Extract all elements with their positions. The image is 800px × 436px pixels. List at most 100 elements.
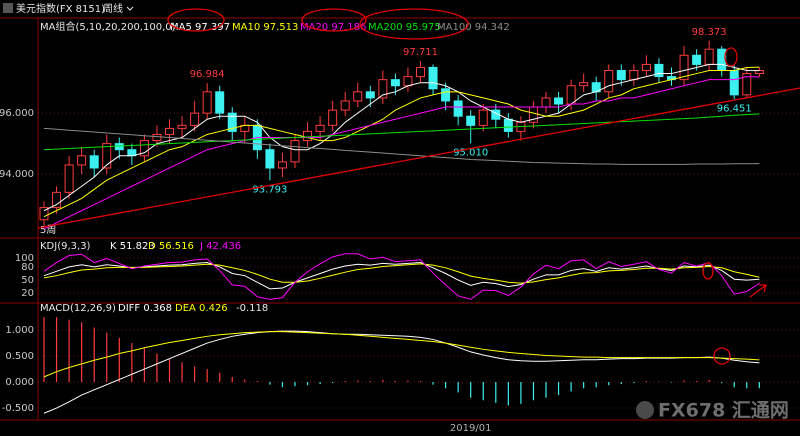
candle-body: [89, 155, 99, 169]
candle-body: [629, 70, 639, 81]
candle-body: [541, 97, 551, 108]
legend-entry: MA20 97.186: [300, 22, 366, 33]
candle-body: [290, 140, 300, 163]
watermark: FX678 汇通网: [658, 400, 789, 422]
candle-body: [604, 70, 614, 93]
y-tick-label: 100: [15, 253, 34, 264]
candle-body: [390, 79, 400, 87]
candle-body: [152, 133, 162, 142]
candle-body: [566, 85, 576, 105]
highlight-ellipse: [167, 8, 225, 32]
highlight-ellipse: [301, 8, 367, 32]
y-tick-label: -0.500: [2, 403, 34, 414]
y-tick-label: 0.500: [5, 351, 34, 362]
line-series: [43, 76, 760, 230]
high-label: 98.373: [692, 27, 727, 38]
indicator-title: KDJ(9,3,3): [40, 241, 91, 252]
candle-body: [478, 109, 488, 126]
y-tick-label: 1.000: [5, 325, 34, 336]
line-series: [43, 127, 760, 165]
legend-entry: MA10 97.513: [232, 22, 298, 33]
candle-body: [503, 118, 513, 132]
legend-entry: D 56.516: [148, 241, 194, 252]
candle-body: [64, 164, 74, 193]
candle-body: [654, 63, 664, 78]
y-tick-label: 94.000: [0, 169, 34, 180]
candle-body: [428, 66, 438, 90]
candle-body: [39, 207, 49, 221]
candle-body: [729, 70, 739, 96]
candle-body: [353, 91, 363, 102]
y-tick-label: 80: [21, 262, 34, 273]
candle-body: [265, 149, 275, 169]
legend-entry: MA200 95.975: [368, 22, 441, 33]
legend-entry: MA100 94.342: [437, 22, 510, 33]
annotations: [37, 8, 800, 365]
candle-body: [403, 76, 413, 87]
candle-body: [717, 48, 727, 72]
highlight-circle: [713, 347, 731, 365]
candle-body: [165, 127, 174, 135]
low-label: 95.010: [453, 147, 488, 158]
candle-body: [679, 54, 689, 81]
legend-entry: DEA 0.426: [175, 303, 228, 314]
candle-body: [579, 82, 589, 87]
line-series: [43, 253, 760, 300]
trend-line: [37, 87, 800, 229]
chart-title: 美元指数(FX 8151): [16, 2, 105, 15]
candle-body: [227, 112, 237, 132]
line-series: [43, 113, 760, 151]
candle-body: [441, 88, 451, 102]
candle-body: [616, 70, 626, 81]
plot-area: 96.000 94.000 MA组合(5,10,20,200,100,0) 96.98…: [0, 20, 800, 434]
indicator-title: MA组合(5,10,20,200,100,0): [40, 20, 176, 33]
candle-body: [692, 54, 702, 65]
legend-entry: -0.118: [236, 303, 268, 314]
y-tick-label: 0.000: [5, 377, 34, 388]
candle-body: [303, 130, 313, 142]
candle-body: [742, 73, 752, 96]
candle-body: [215, 91, 225, 114]
legend-entry: MA5 97.397: [170, 22, 230, 33]
legend-entry: K 51.823: [110, 241, 155, 252]
candle-body: [466, 115, 476, 126]
candle-body: [340, 100, 350, 111]
low-label: 93.793: [252, 184, 287, 195]
candle-body: [202, 91, 212, 114]
candle-body: [416, 66, 425, 78]
x-tick-label: 2019/01: [450, 423, 492, 434]
candle-body: [378, 79, 388, 99]
line-series: [43, 63, 760, 212]
candle-body: [365, 91, 375, 99]
candle-body: [277, 161, 287, 169]
candle-body: [453, 100, 463, 117]
highlight-ellipse: [702, 262, 714, 280]
candle-body: [77, 155, 87, 166]
highlight-ellipse: [359, 8, 469, 40]
app-icon[interactable]: [3, 3, 13, 13]
candle-body: [704, 48, 714, 65]
candle-body: [641, 63, 651, 72]
line-series: [43, 66, 760, 218]
line-series: [43, 331, 760, 378]
y-tick-label: 20: [21, 288, 34, 299]
high-label: 96.984: [190, 69, 225, 80]
line-series: [43, 263, 760, 284]
candle-body: [554, 97, 564, 105]
low-label: 96.451: [717, 103, 752, 114]
legend-entry: DIFF 0.368: [118, 303, 172, 314]
candle-body: [177, 124, 187, 129]
line-series: [43, 330, 760, 414]
candle-body: [190, 112, 200, 126]
y-tick-label: 50: [21, 275, 34, 286]
period-selector[interactable]: 周线: [103, 2, 123, 15]
candle-body: [328, 109, 338, 126]
line-series: [43, 262, 760, 290]
dropdown-caret[interactable]: [126, 6, 134, 11]
watermark-logo: [636, 401, 654, 419]
legend-entry: J 42.436: [199, 241, 241, 252]
arrow: [749, 284, 767, 298]
